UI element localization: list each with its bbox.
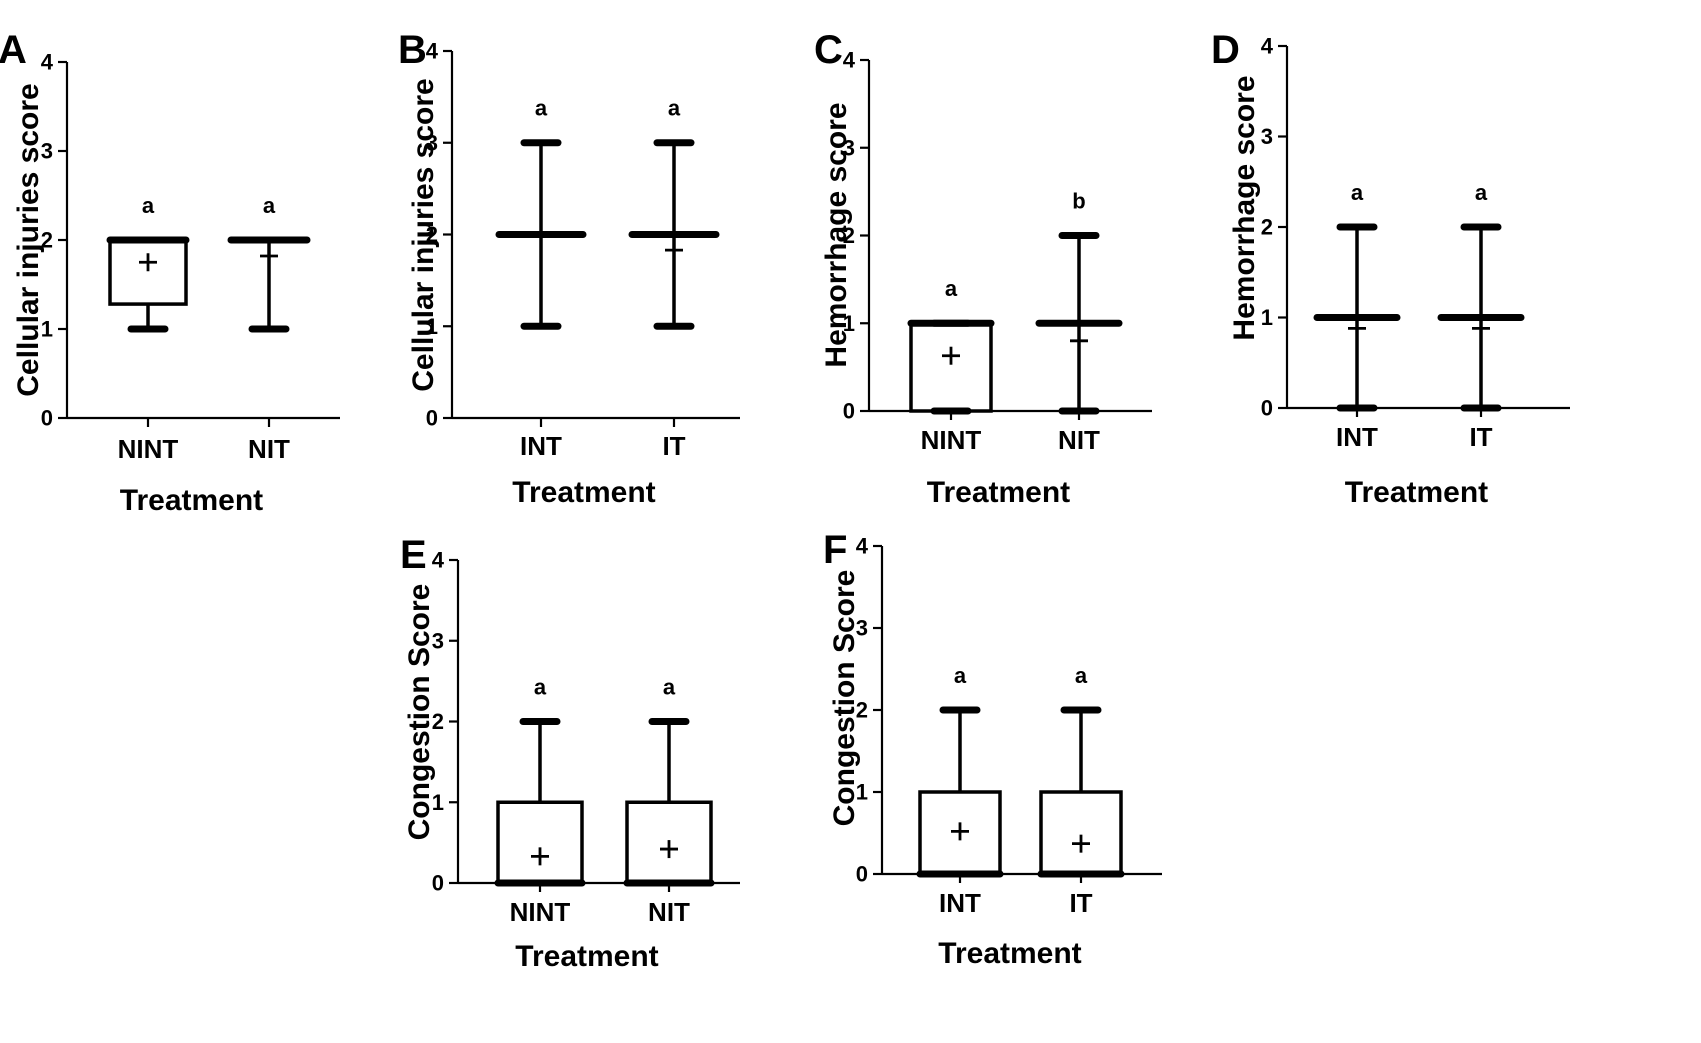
y-tick-label: 3 <box>426 130 438 155</box>
panel-a: A 0 1 2 3 4 NINT NIT Treatment Cellular injuries … <box>0 28 340 517</box>
y-tick-label: 4 <box>1261 34 1274 59</box>
panel-e: E 0 1 2 3 4 NINT NIT Treatment Congestion Score a a <box>400 533 740 973</box>
iqr-box <box>909 321 993 413</box>
panel-letter-b: B <box>398 28 427 72</box>
iqr-box <box>496 800 584 885</box>
x-axis-title: Treatment <box>938 937 1081 970</box>
iqr-box <box>108 238 188 306</box>
x-tick-label: INT <box>1336 422 1378 452</box>
panel-letter-d: D <box>1211 28 1240 72</box>
x-tick-label: IT <box>1069 888 1092 918</box>
y-tick-label: 3 <box>432 628 444 653</box>
panel-d: D 0 1 2 3 4 INT IT Treatment Hemorrhage score a a <box>1211 28 1570 509</box>
significance-letter: a <box>663 674 676 699</box>
significance-letter: a <box>142 193 155 218</box>
y-tick-label: 3 <box>41 139 53 164</box>
box-group-nint: a <box>106 193 190 333</box>
box-group-nit: a <box>623 674 715 887</box>
y-axis-title: Congestion Score <box>828 570 861 827</box>
panel-c: C 0 1 2 3 4 NINT NIT Treatment Hemorrhage score a b <box>814 28 1152 509</box>
x-tick-label: INT <box>939 888 981 918</box>
x-tick-label: NINT <box>510 897 571 927</box>
y-axis-title: Hemorrhage score <box>820 102 853 367</box>
y-tick-label: 2 <box>1261 215 1273 240</box>
iqr-box <box>1039 790 1123 876</box>
y-tick-label: 4 <box>41 50 54 75</box>
y-tick-label: 4 <box>432 548 445 573</box>
y-tick-label: 3 <box>856 616 868 641</box>
y-tick-label: 4 <box>843 48 856 73</box>
significance-letter: b <box>1072 188 1085 213</box>
box-group-nit: b <box>1035 188 1123 415</box>
y-tick-label: 1 <box>843 311 855 336</box>
y-tick-label: 3 <box>843 135 855 160</box>
x-tick-label: NINT <box>118 434 179 464</box>
x-axis-title: Treatment <box>515 940 658 973</box>
significance-letter: a <box>1075 663 1088 688</box>
significance-letter: a <box>954 663 967 688</box>
y-tick-label: 4 <box>856 534 869 559</box>
y-axis-title: Congestion Score <box>403 584 436 841</box>
y-axis-title: Hemorrhage score <box>1228 75 1261 340</box>
box-group-it: a <box>1437 180 1525 412</box>
x-tick-label: NINT <box>921 425 982 455</box>
significance-letter: a <box>535 96 548 121</box>
y-axis-title: Cellular injuries score <box>12 83 45 396</box>
y-tick-label: 1 <box>1261 305 1273 330</box>
x-axis-title: Treatment <box>927 476 1070 509</box>
y-tick-label: 1 <box>41 317 53 342</box>
y-tick-label: 2 <box>426 222 438 247</box>
y-axis-title: Cellular injuries score <box>407 78 440 391</box>
box-group-nint: a <box>907 276 995 415</box>
y-tick-label: 0 <box>41 406 53 431</box>
x-tick-label: NIT <box>1058 425 1100 455</box>
box-group-nint: a <box>494 674 586 887</box>
y-tick-label: 0 <box>426 406 438 431</box>
panel-letter-f: F <box>823 528 847 572</box>
x-axis-title: Treatment <box>120 484 263 517</box>
significance-letter: a <box>1351 180 1364 205</box>
y-tick-label: 1 <box>432 790 444 815</box>
y-tick-label: 3 <box>1261 124 1273 149</box>
significance-letter: a <box>668 96 681 121</box>
significance-letter: a <box>1475 180 1488 205</box>
panel-letter-e: E <box>400 533 427 577</box>
y-tick-label: 0 <box>843 399 855 424</box>
x-axis-title: Treatment <box>512 476 655 509</box>
significance-letter: a <box>534 674 547 699</box>
y-tick-label: 2 <box>432 709 444 734</box>
box-group-int: a <box>495 96 587 330</box>
y-tick-label: 2 <box>856 698 868 723</box>
significance-letter: a <box>263 193 276 218</box>
panel-letter-a: A <box>0 28 27 72</box>
box-group-int: a <box>916 663 1004 878</box>
y-tick-label: 2 <box>843 223 855 248</box>
x-tick-label: IT <box>662 431 685 461</box>
box-group-nit: a <box>227 193 311 333</box>
x-axis-title: Treatment <box>1345 476 1488 509</box>
panel-letter-c: C <box>814 28 843 72</box>
x-tick-label: NIT <box>648 897 690 927</box>
box-group-it: a <box>1037 663 1125 878</box>
x-tick-label: NIT <box>248 434 290 464</box>
box-group-int: a <box>1313 180 1401 412</box>
y-tick-label: 1 <box>426 314 438 339</box>
y-tick-label: 0 <box>432 871 444 896</box>
y-tick-label: 1 <box>856 780 868 805</box>
panel-f: F 0 1 2 3 4 INT IT Treatment Congestion Score a a <box>823 528 1162 970</box>
significance-letter: a <box>945 276 958 301</box>
y-tick-label: 0 <box>856 862 868 887</box>
x-tick-label: INT <box>520 431 562 461</box>
y-tick-label: 2 <box>41 228 53 253</box>
x-tick-label: IT <box>1469 422 1492 452</box>
y-tick-label: 4 <box>426 39 439 64</box>
box-group-it: a <box>628 96 720 330</box>
y-tick-label: 0 <box>1261 396 1273 421</box>
